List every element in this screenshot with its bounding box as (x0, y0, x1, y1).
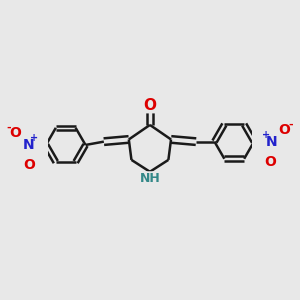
Text: +: + (262, 130, 270, 140)
Text: O: O (265, 155, 277, 169)
Text: O: O (23, 158, 35, 172)
Text: N: N (23, 138, 34, 152)
Text: N: N (266, 135, 277, 148)
Text: -: - (7, 123, 11, 133)
Text: O: O (278, 123, 290, 137)
Text: -: - (289, 119, 293, 130)
Text: O: O (143, 98, 156, 112)
Text: NH: NH (140, 172, 160, 185)
Text: +: + (30, 134, 38, 143)
Text: O: O (10, 126, 22, 140)
